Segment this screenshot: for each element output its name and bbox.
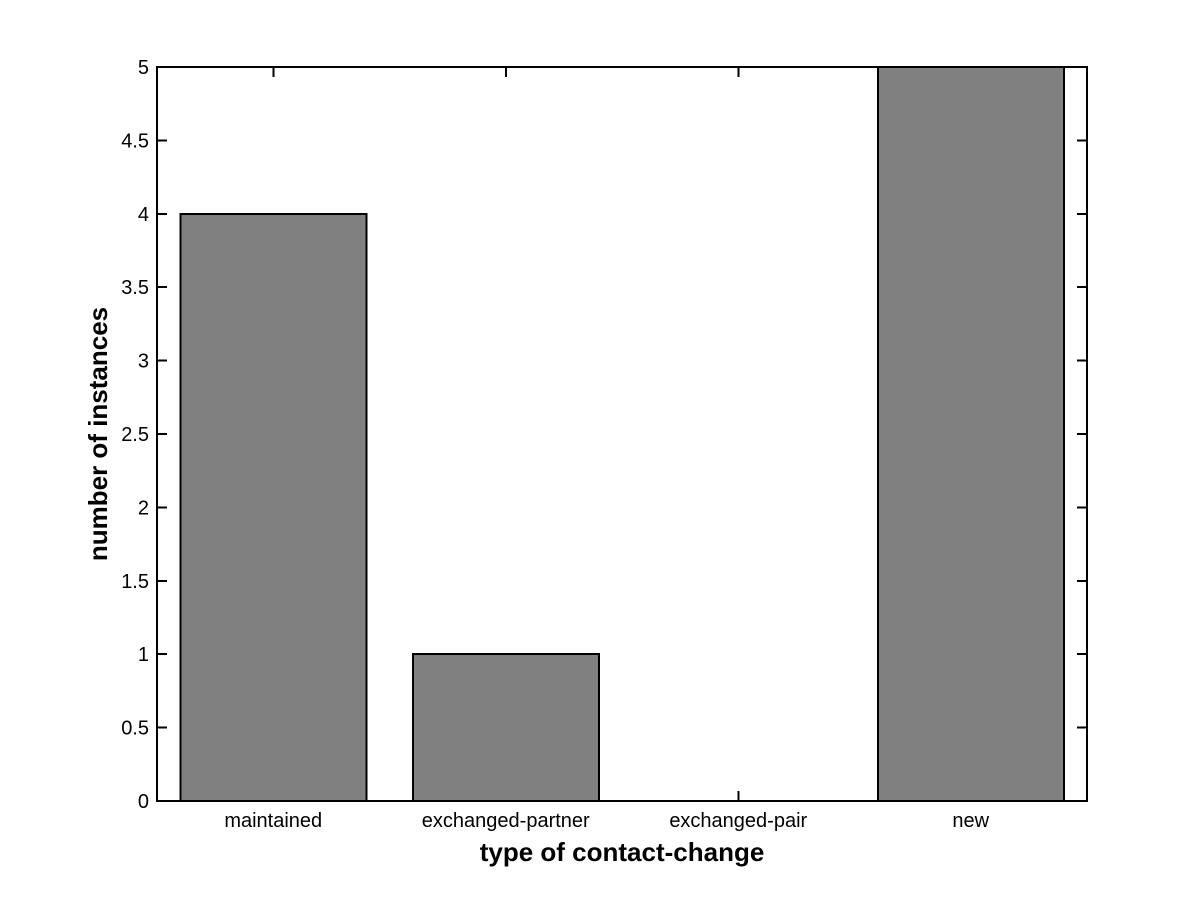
- bar-exchanged-partner: [411, 653, 600, 803]
- y-axis-title: number of instances: [83, 307, 113, 561]
- x-tick-label: exchanged-partner: [422, 810, 590, 832]
- x-axis-title: type of contact-change: [480, 837, 765, 867]
- y-tick-label: 1: [138, 644, 149, 666]
- y-tick-label: 1.5: [121, 571, 149, 593]
- x-tick-label: maintained: [224, 810, 322, 832]
- x-tick-label: new: [952, 810, 989, 832]
- y-tick-label: 2: [138, 497, 149, 519]
- y-tick-label: 0: [138, 791, 149, 813]
- y-tick-label: 0.5: [121, 718, 149, 740]
- y-tick-label: 5: [138, 57, 149, 79]
- bar-new: [876, 66, 1065, 802]
- y-tick-label: 3: [138, 351, 149, 373]
- bar-maintained: [179, 212, 368, 803]
- y-tick-label: 4.5: [121, 130, 149, 152]
- y-tick-label: 3.5: [121, 277, 149, 299]
- chart-plot-area: 0 0.5 1 1.5 2 2.5 3 3.5 4 4.5 5 maintained exchanged…: [121, 57, 1088, 832]
- y-tick-label: 2.5: [121, 424, 149, 446]
- y-tick-label: 4: [138, 204, 149, 226]
- x-tick-label: exchanged-pair: [669, 810, 807, 832]
